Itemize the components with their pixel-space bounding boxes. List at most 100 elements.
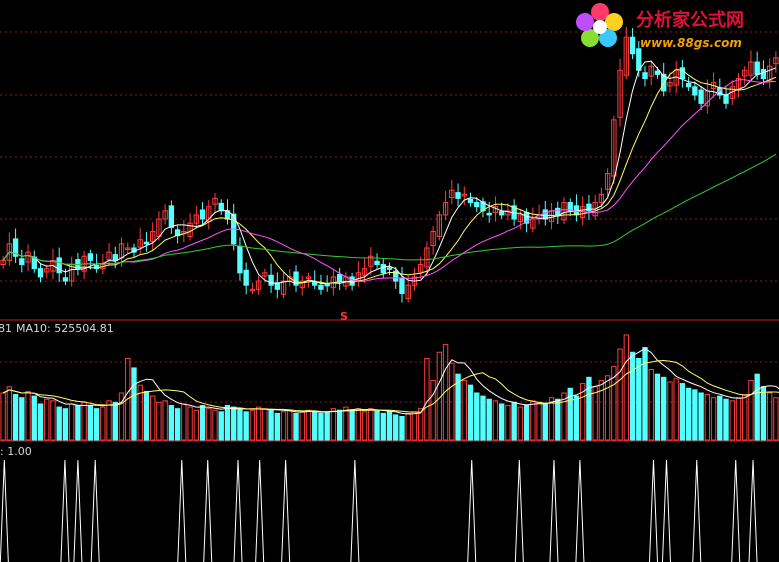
candle-body [305,276,312,280]
candle-body [243,269,249,286]
volume-bar [156,401,162,441]
volume-bar [44,398,50,441]
candle-body [106,251,112,261]
volume-bar [187,406,193,441]
volume-bar [480,395,486,441]
volume-bar [106,400,112,441]
price-panel [0,26,779,303]
volume-bar [274,412,281,441]
volume-bar [536,401,542,441]
candle-body [542,209,548,220]
candle-body [474,202,480,208]
signal-spike [467,459,477,562]
candle-body [299,280,305,289]
volume-bar [206,408,212,441]
volume-bar [517,406,524,441]
candle-body [692,86,698,96]
candle-body [62,277,69,282]
volume-bar [343,406,349,441]
volume-bar [604,375,611,441]
volume-bar [548,397,555,441]
volume-bar [467,384,474,441]
candle-body [430,230,436,247]
volume-bar [330,408,337,441]
volume-ma10-label: MA10: 525504.81 [16,322,114,335]
candle-body [318,284,324,290]
volume-bar [324,411,330,441]
candle-body [667,82,673,87]
volume-bar [81,401,87,441]
candle-body [773,57,779,65]
volume-bar [667,381,673,441]
signal-spike [233,459,243,562]
volume-bar [679,383,686,441]
signal-spike [549,459,559,562]
volume-bar [336,409,343,441]
volume-bar [224,405,231,441]
candle-body [586,203,592,212]
signal-panel [0,459,758,562]
volume-bar [0,392,6,441]
volume-bar [25,390,31,441]
volume-bar [262,408,268,441]
volume-bar [405,412,411,441]
volume-bar [56,406,62,441]
watermark: 分析家公式网 www.88gs.com [576,3,744,50]
signal-spike [731,459,741,562]
volume-bar [592,386,598,441]
volume-bar [374,409,380,441]
volume-bar [380,412,386,441]
volume-bar [654,373,661,441]
candle-body [361,268,368,276]
signal-spike [60,459,70,562]
candle-body [312,281,318,286]
candle-body [262,272,268,277]
signal-spike [0,459,9,562]
volume-bar [193,409,199,441]
candle-body [654,70,661,75]
volume-bar [168,405,175,441]
volume-bar [62,408,69,441]
candle-body [517,214,524,223]
signal-spike [514,459,524,562]
sell-signal-marker: S [340,310,348,323]
volume-bar [181,403,187,441]
volume-bar [50,400,56,441]
volume-bar [760,386,767,441]
volume-bar [355,408,362,441]
signal-spike [281,459,291,562]
volume-bar [19,397,25,441]
candle-body [12,238,19,257]
volume-bar [125,358,131,441]
candle-body [685,82,692,88]
ma5-line [2,60,777,285]
volume-bar [704,394,711,441]
volume-bar [100,406,106,441]
candle-body [87,253,94,261]
volume-bar [555,398,561,441]
volume-bar [12,394,19,441]
candle-body [162,210,168,220]
candle-body [486,212,492,216]
candle-body [137,239,143,248]
ma10-line [2,68,777,285]
flower-logo-icon [576,3,623,47]
volume-bar [629,351,636,441]
volume-bar [648,368,654,441]
candle-body [555,207,561,216]
volume-bar [511,401,517,441]
candle-body [636,48,642,71]
volume-bar [31,395,37,441]
volume-bar [318,412,324,441]
volume-bar [231,406,237,441]
candle-body [143,241,150,245]
candle-body [436,214,443,237]
candle-body [748,61,754,76]
volume-bar [586,376,592,441]
candle-body [19,258,25,266]
volume-bar [37,403,44,441]
candle-body [648,65,654,77]
candle-body [255,280,262,290]
candle-body [467,198,474,204]
candle-body [766,65,773,82]
